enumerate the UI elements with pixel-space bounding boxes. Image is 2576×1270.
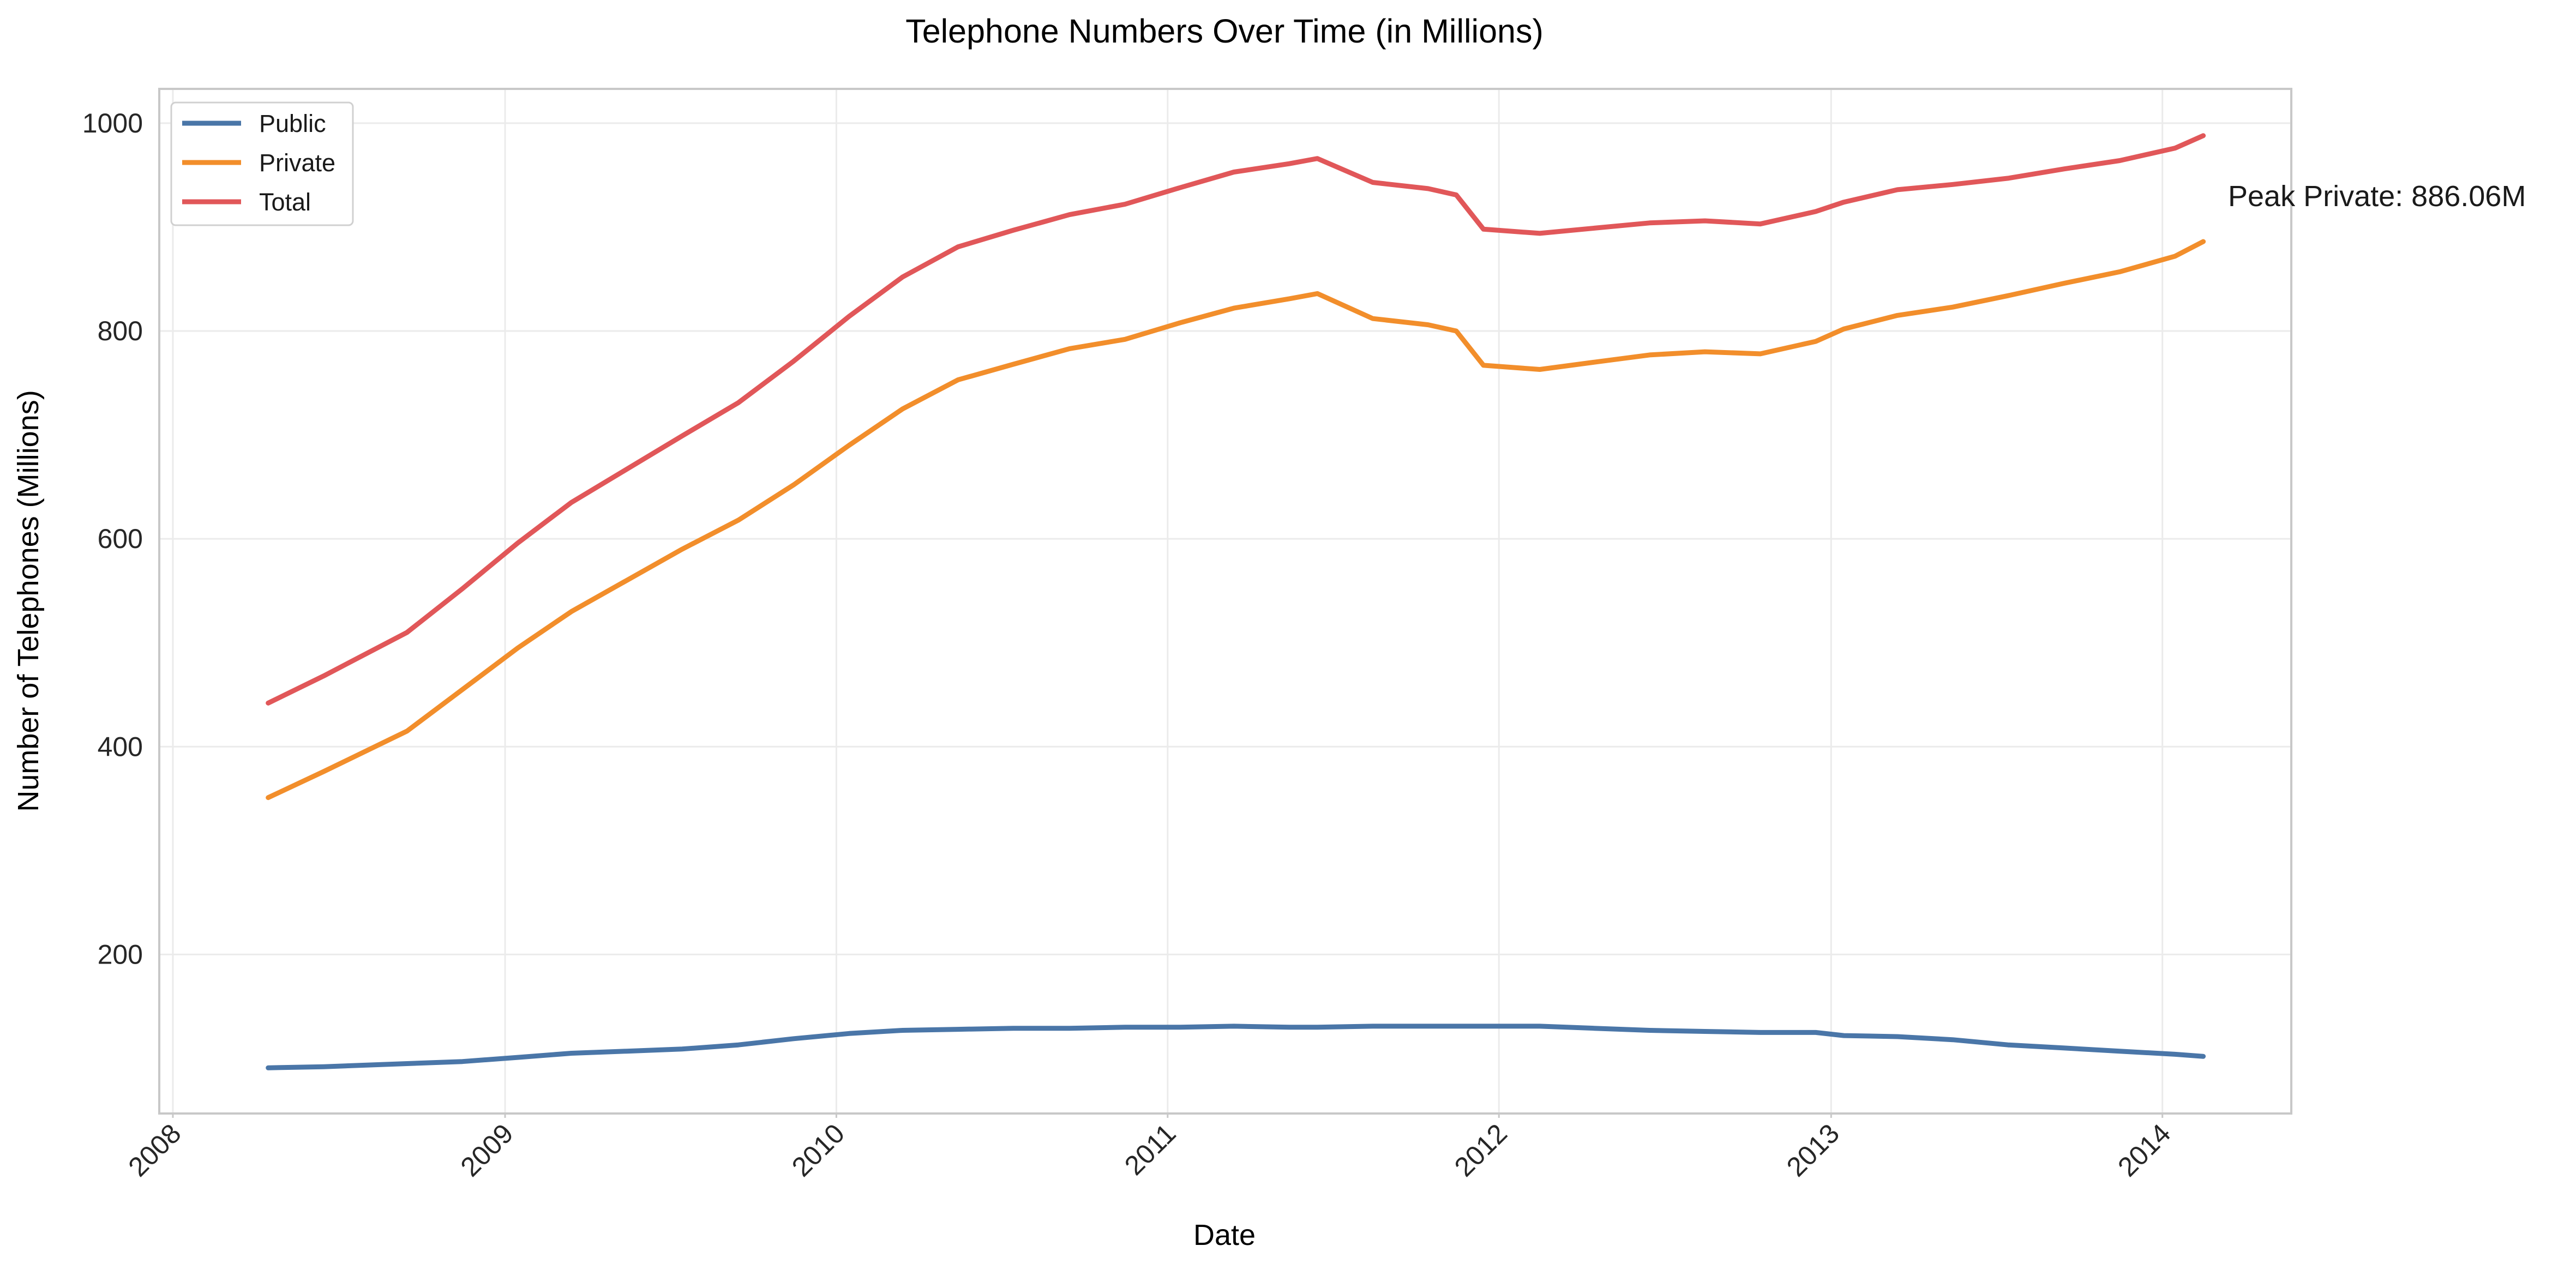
legend-label-private: Private: [259, 149, 335, 177]
legend: Public Private Total: [170, 101, 354, 226]
x-tick-labels: 2008 2009 2010 2011 2012 2013 2014: [122, 1113, 2176, 1182]
plot-frame: [158, 88, 2292, 1115]
y-axis-label: Number of Telephones (Millions): [12, 390, 45, 811]
series-lines: [266, 133, 2206, 1070]
y-tick-labels: 200 400 600 800 1000: [82, 108, 143, 970]
y-tick-label: 400: [98, 731, 143, 762]
x-tick-label: 2010: [786, 1118, 850, 1182]
x-tick-label: 2011: [1119, 1118, 1182, 1181]
y-tick-label: 200: [98, 939, 143, 970]
x-tick-label: 2013: [1781, 1118, 1845, 1182]
x-tick-label: 2009: [455, 1118, 519, 1182]
y-tick-label: 1000: [82, 108, 143, 139]
series-line-total: [266, 133, 2206, 706]
x-tick-label: 2008: [122, 1118, 187, 1182]
peak-annotation: Peak Private: 886.06M: [2228, 180, 2526, 213]
x-tick-label: 2014: [2112, 1118, 2176, 1182]
grid-lines: [159, 89, 2291, 1113]
legend-label-public: Public: [259, 110, 326, 137]
x-tick-label: 2012: [1449, 1118, 1513, 1182]
series-line-private: [266, 239, 2206, 800]
legend-label-total: Total: [259, 188, 311, 216]
y-tick-label: 600: [98, 523, 143, 554]
chart-title: Telephone Numbers Over Time (in Millions…: [905, 13, 1544, 50]
legend-box: [170, 101, 354, 226]
y-tick-label: 800: [98, 316, 143, 346]
x-axis-label: Date: [1193, 1219, 1256, 1251]
series-line-public: [266, 1024, 2206, 1070]
